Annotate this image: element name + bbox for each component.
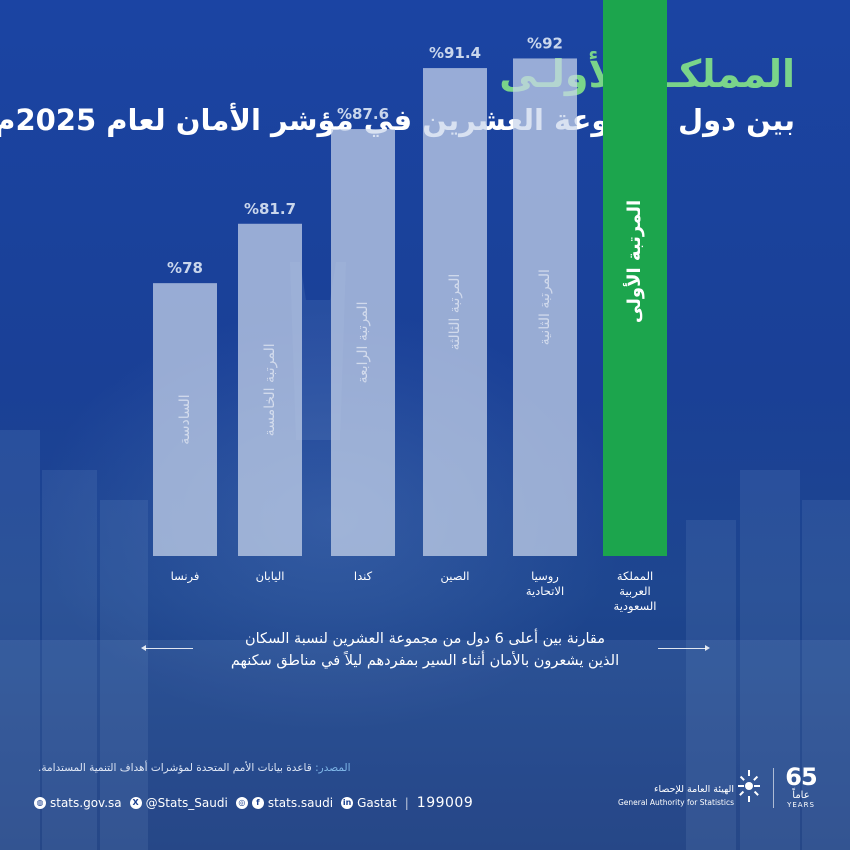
bar-rank-label-2: المرتبة الخامسة xyxy=(262,343,278,436)
bar-rank-label-4: المرتبة الثالثة xyxy=(447,274,463,351)
bar-value-label-4: %91.4 xyxy=(429,44,481,62)
org-name-arabic: الهيئة العامة للإحصاء xyxy=(653,784,734,795)
source-note: المصدر: قاعدة بيانات الأمم المتحدة لمؤشر… xyxy=(38,762,351,774)
facebook-icon: f xyxy=(251,797,264,809)
category-label-3: كندا xyxy=(354,569,373,583)
category-label-6: المملكة العربية السعودية xyxy=(614,569,657,614)
category-label-4: الصين xyxy=(441,569,470,584)
gastat-emblem-icon xyxy=(738,770,760,802)
category-label-line: اليابان xyxy=(256,569,285,583)
category-label-line: الاتحادية xyxy=(526,584,564,598)
bar-value-label-2: %81.7 xyxy=(244,200,296,218)
bar-rank-label-1: السادسة xyxy=(177,394,193,444)
bar-value-label-1: %78 xyxy=(167,259,203,277)
category-label-line: الصين xyxy=(441,569,470,584)
category-label-line: روسيا xyxy=(531,569,559,584)
instagram-icon: ◎ xyxy=(235,797,248,809)
website-text: stats.gov.sa xyxy=(50,796,122,810)
category-label-5: روسيا الاتحادية xyxy=(526,569,564,598)
category-label-2: اليابان xyxy=(256,569,285,583)
linkedin-text: Gastat xyxy=(357,796,397,810)
bar-5 xyxy=(513,58,577,556)
caption-arrow-left xyxy=(141,645,193,651)
bar-2 xyxy=(238,223,302,556)
bar-value-label-5: %92 xyxy=(527,34,563,52)
category-label-line: المملكة xyxy=(617,569,653,583)
category-label-line: كندا xyxy=(354,569,373,583)
caption-line-2: الذين يشعرون بالأمان أثناء السير بمفردهم… xyxy=(230,653,620,669)
anniversary-badge: 65 عاماً YEARS xyxy=(778,764,824,812)
footer-separator: | xyxy=(404,796,409,810)
source-label: المصدر: xyxy=(315,762,351,774)
linkedin-icon: in xyxy=(341,797,354,809)
caption-line-1: مقارنة بين أعلى 6 دول من مجموعة العشرين … xyxy=(244,631,606,647)
phone-number[interactable]: 199009 xyxy=(416,795,474,811)
instagram-link[interactable]: ◎ f stats.saudi xyxy=(235,796,334,810)
bar-value-label-3: %87.6 xyxy=(337,105,389,123)
chart-caption: مقارنة بين أعلى 6 دول من مجموعة العشرين … xyxy=(175,628,675,672)
source-text: قاعدة بيانات الأمم المتحدة لمؤشرات أهداف… xyxy=(38,762,312,774)
instagram-text: stats.saudi xyxy=(267,796,334,810)
x-icon: X xyxy=(129,797,142,809)
linkedin-link[interactable]: in Gastat xyxy=(341,796,397,810)
anniversary-arabic: عاماً xyxy=(792,790,810,801)
globe-icon: ◍ xyxy=(34,797,46,809)
org-logo: الهيئة العامة للإحصاء General Authority … xyxy=(616,764,826,814)
footer-contacts: ◍ stats.gov.sa X @Stats_Saudi ◎ f stats.… xyxy=(34,794,473,812)
anniversary-number: 65 xyxy=(785,763,817,791)
logo-divider xyxy=(773,768,774,808)
twitter-text: @Stats_Saudi xyxy=(145,796,228,810)
bar-1 xyxy=(153,283,217,556)
category-label-line: السعودية xyxy=(614,599,657,614)
category-label-1: فرنسا xyxy=(171,569,200,584)
category-label-line: العربية xyxy=(619,584,650,599)
bar-6 xyxy=(603,0,667,556)
anniversary-english: YEARS xyxy=(787,801,815,809)
bar-rank-label-5: المرتبة الثانية xyxy=(537,269,553,345)
twitter-link[interactable]: X @Stats_Saudi xyxy=(129,796,228,810)
bar-rank-label-6: المرتبة الأولى xyxy=(623,200,645,323)
bar-4 xyxy=(423,68,487,556)
org-name-english: General Authority for Statistics xyxy=(617,798,734,807)
caption-arrow-right xyxy=(658,645,710,651)
category-label-line: فرنسا xyxy=(171,569,200,584)
website-link[interactable]: ◍ stats.gov.sa xyxy=(34,796,122,810)
bar-3 xyxy=(331,129,395,556)
bar-rank-label-3: المرتبة الرابعة xyxy=(355,302,371,384)
